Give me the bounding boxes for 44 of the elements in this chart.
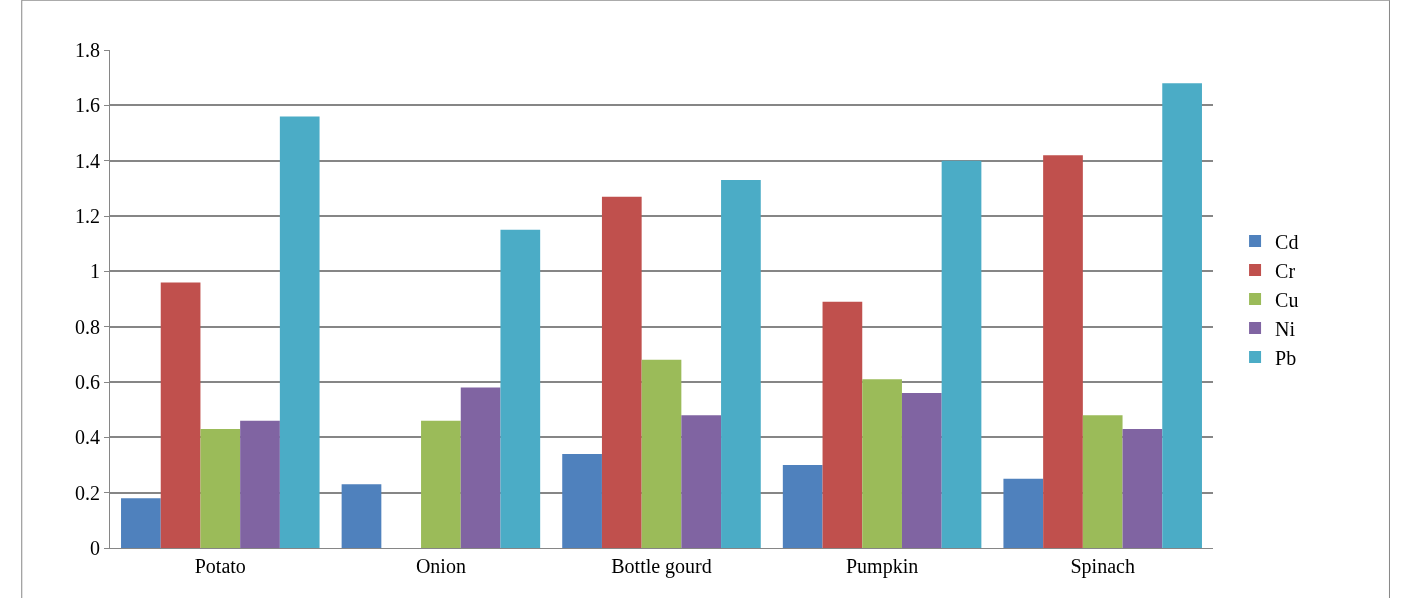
- bar: [160, 282, 201, 548]
- x-tick-label: Onion: [415, 555, 466, 577]
- bar: [941, 160, 982, 548]
- y-tick-label: 1.2: [75, 205, 100, 227]
- bar: [1162, 83, 1202, 548]
- y-tick-label: 1: [90, 260, 100, 283]
- bar: [601, 196, 642, 548]
- legend-label: Cd: [1275, 230, 1299, 253]
- x-tick-label: Pumpkin: [845, 555, 919, 578]
- bar: [641, 359, 682, 548]
- bar: [240, 420, 280, 548]
- legend-label: Cu: [1275, 288, 1299, 311]
- y-tick-label: 1.6: [75, 94, 100, 117]
- y-tick-label: 0.8: [75, 315, 100, 338]
- y-tick-label: 0.6: [75, 371, 100, 393]
- bar: [782, 465, 823, 548]
- bar: [279, 116, 320, 548]
- bar: [341, 484, 382, 548]
- bar: [121, 498, 161, 548]
- x-tick-label: Spinach: [1070, 555, 1135, 578]
- y-tick-label: 0.4: [75, 426, 100, 449]
- bar: [1082, 415, 1123, 548]
- bar: [500, 229, 541, 548]
- bar: [862, 379, 902, 548]
- y-tick-label: 0.2: [75, 481, 100, 504]
- bar: [460, 387, 501, 548]
- bar: [822, 301, 863, 548]
- bar: [1003, 478, 1044, 548]
- bar: [681, 415, 722, 548]
- bar: [901, 393, 942, 548]
- bar: [200, 429, 241, 548]
- legend-label: Cr: [1275, 259, 1296, 282]
- y-tick-label: 1.8: [75, 39, 100, 61]
- bar: [721, 180, 761, 548]
- bar: [1043, 155, 1083, 548]
- bar: [1122, 429, 1163, 548]
- bar: [562, 453, 602, 548]
- bar: [421, 420, 461, 548]
- y-tick-label: 1.4: [75, 149, 100, 172]
- legend-label: Pb: [1275, 346, 1297, 369]
- x-tick-label: Potato: [194, 555, 246, 577]
- x-tick-label: Bottle gourd: [611, 555, 712, 578]
- legend-label: Ni: [1275, 317, 1296, 340]
- y-tick-label: 0: [90, 537, 100, 559]
